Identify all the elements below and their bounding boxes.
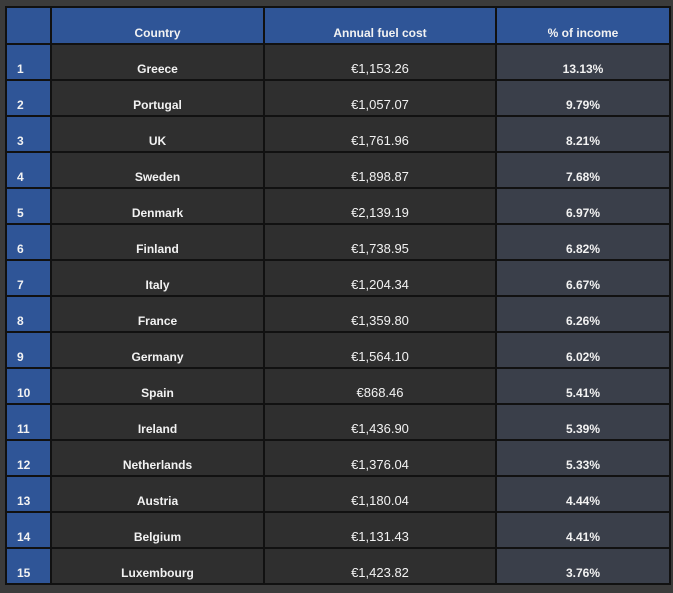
cell-rank: 8 [5, 295, 52, 333]
cell-country: Greece [50, 43, 265, 81]
cell-pct: 3.76% [495, 547, 671, 585]
table-row: 4 Sweden €1,898.87 7.68% [5, 151, 671, 189]
table-row: 10 Spain €868.46 5.41% [5, 367, 671, 405]
cell-country: Belgium [50, 511, 265, 549]
cell-cost: €1,423.82 [263, 547, 497, 585]
table-row: 14 Belgium €1,131.43 4.41% [5, 511, 671, 549]
cell-pct: 4.41% [495, 511, 671, 549]
table-row: 8 France €1,359.80 6.26% [5, 295, 671, 333]
cell-rank: 12 [5, 439, 52, 477]
cell-cost: €1,376.04 [263, 439, 497, 477]
header-cost: Annual fuel cost [263, 6, 497, 45]
cell-rank: 10 [5, 367, 52, 405]
cell-country: Denmark [50, 187, 265, 225]
cell-pct: 4.44% [495, 475, 671, 513]
cell-rank: 4 [5, 151, 52, 189]
cell-pct: 5.33% [495, 439, 671, 477]
table-row: 9 Germany €1,564.10 6.02% [5, 331, 671, 369]
cell-rank: 14 [5, 511, 52, 549]
cell-pct: 8.21% [495, 115, 671, 153]
cell-pct: 6.97% [495, 187, 671, 225]
cell-country: Germany [50, 331, 265, 369]
cell-pct: 6.26% [495, 295, 671, 333]
cell-country: Italy [50, 259, 265, 297]
cell-country: UK [50, 115, 265, 153]
table-row: 2 Portugal €1,057.07 9.79% [5, 79, 671, 117]
table-row: 5 Denmark €2,139.19 6.97% [5, 187, 671, 225]
cell-cost: €1,436.90 [263, 403, 497, 441]
cell-cost: €1,564.10 [263, 331, 497, 369]
table-row: 15 Luxembourg €1,423.82 3.76% [5, 547, 671, 585]
cell-pct: 9.79% [495, 79, 671, 117]
cell-cost: €1,057.07 [263, 79, 497, 117]
cell-country: Sweden [50, 151, 265, 189]
table-row: 11 Ireland €1,436.90 5.39% [5, 403, 671, 441]
header-row: Country Annual fuel cost % of income [5, 6, 671, 45]
cell-cost: €1,180.04 [263, 475, 497, 513]
table-body: 1 Greece €1,153.26 13.13% 2 Portugal €1,057.07… [5, 43, 671, 585]
cell-cost: €1,153.26 [263, 43, 497, 81]
cell-rank: 3 [5, 115, 52, 153]
cell-rank: 2 [5, 79, 52, 117]
cell-rank: 9 [5, 331, 52, 369]
cell-rank: 15 [5, 547, 52, 585]
cell-pct: 5.41% [495, 367, 671, 405]
cell-country: Netherlands [50, 439, 265, 477]
cell-cost: €1,898.87 [263, 151, 497, 189]
cell-rank: 6 [5, 223, 52, 261]
cell-cost: €1,204.34 [263, 259, 497, 297]
cell-pct: 6.67% [495, 259, 671, 297]
fuel-cost-table: Country Annual fuel cost % of income 1 Gr… [5, 6, 671, 585]
cell-country: France [50, 295, 265, 333]
cell-country: Spain [50, 367, 265, 405]
cell-cost: €1,359.80 [263, 295, 497, 333]
table-row: 1 Greece €1,153.26 13.13% [5, 43, 671, 81]
table-row: 13 Austria €1,180.04 4.44% [5, 475, 671, 513]
cell-pct: 7.68% [495, 151, 671, 189]
cell-cost: €1,131.43 [263, 511, 497, 549]
cell-country: Portugal [50, 79, 265, 117]
cell-rank: 11 [5, 403, 52, 441]
cell-rank: 5 [5, 187, 52, 225]
cell-pct: 5.39% [495, 403, 671, 441]
cell-cost: €1,738.95 [263, 223, 497, 261]
header-country: Country [50, 6, 265, 45]
cell-pct: 6.82% [495, 223, 671, 261]
table-row: 7 Italy €1,204.34 6.67% [5, 259, 671, 297]
table-row: 6 Finland €1,738.95 6.82% [5, 223, 671, 261]
table-row: 3 UK €1,761.96 8.21% [5, 115, 671, 153]
cell-country: Ireland [50, 403, 265, 441]
cell-cost: €1,761.96 [263, 115, 497, 153]
cell-rank: 13 [5, 475, 52, 513]
header-pct: % of income [495, 6, 671, 45]
cell-cost: €2,139.19 [263, 187, 497, 225]
cell-rank: 1 [5, 43, 52, 81]
cell-pct: 13.13% [495, 43, 671, 81]
cell-rank: 7 [5, 259, 52, 297]
cell-cost: €868.46 [263, 367, 497, 405]
cell-country: Austria [50, 475, 265, 513]
cell-pct: 6.02% [495, 331, 671, 369]
table-row: 12 Netherlands €1,376.04 5.33% [5, 439, 671, 477]
header-rank [5, 6, 52, 45]
cell-country: Luxembourg [50, 547, 265, 585]
cell-country: Finland [50, 223, 265, 261]
